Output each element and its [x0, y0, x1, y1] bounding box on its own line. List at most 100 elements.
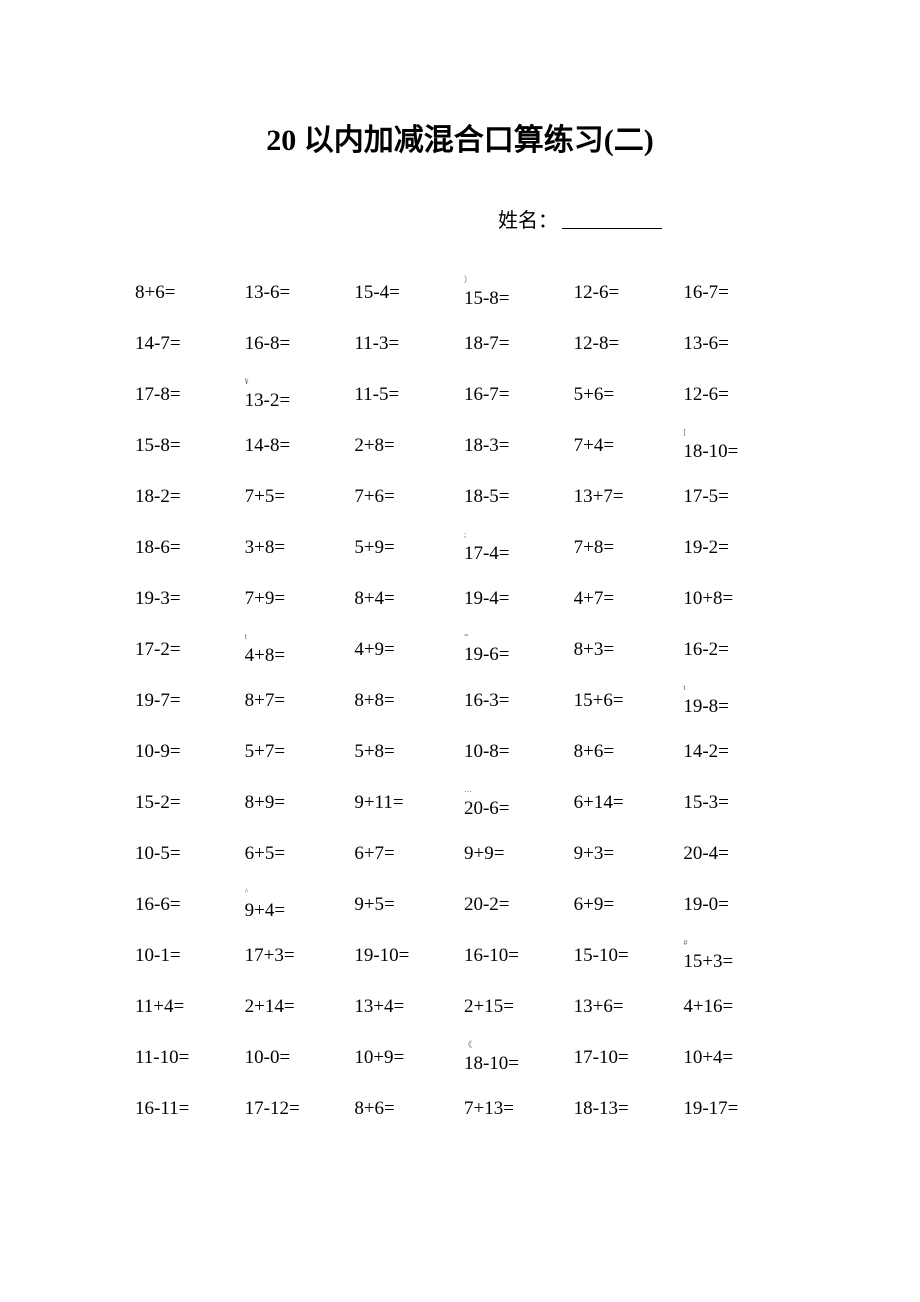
problem-text: 20-6= [464, 796, 510, 823]
problem-text: 10+9= [354, 1045, 404, 1072]
problem-text: 13-6= [683, 331, 729, 358]
problem-cell: 2+14= [245, 982, 347, 1033]
problem-text: 11+4= [135, 994, 184, 1021]
problem-cell: 18-3= [464, 421, 566, 472]
problem-cell: …20-6= [464, 778, 566, 829]
problem-text: 8+9= [245, 790, 285, 817]
problem-cell: 8+6= [574, 727, 676, 778]
problem-cell: 19-17= [683, 1084, 785, 1135]
problem-cell: 2+8= [354, 421, 456, 472]
problem-text: 19-2= [683, 535, 729, 562]
problem-text: 2+15= [464, 994, 514, 1021]
problem-cell: 15-10= [574, 931, 676, 982]
problem-text: 18-10= [464, 1051, 519, 1078]
problem-text: 4+8= [245, 643, 285, 670]
problem-cell: 《 18-10= [464, 1033, 566, 1084]
problem-cell: 9+3= [574, 829, 676, 880]
problem-text: 8+6= [135, 280, 175, 307]
problem-text: 8+3= [574, 637, 614, 664]
problem-text: 14-7= [135, 331, 181, 358]
problem-cell: 9+5= [354, 880, 456, 931]
problem-cell: 18-13= [574, 1084, 676, 1135]
problem-text: 11-3= [354, 331, 399, 358]
problem-cell: 19-10= [354, 931, 456, 982]
cell-mark: ） [464, 276, 472, 284]
problem-cell: =19-6= [464, 625, 566, 676]
problem-text: 8+4= [354, 586, 394, 613]
problem-cell: 5+7= [245, 727, 347, 778]
problem-text: 13-6= [245, 280, 291, 307]
problem-text: 13+7= [574, 484, 624, 511]
problem-cell: 12-6= [683, 370, 785, 421]
problem-text: 15+3= [683, 949, 733, 976]
problem-text: 20-4= [683, 841, 729, 868]
problem-cell: 18-7= [464, 319, 566, 370]
problem-text: 5+7= [245, 739, 285, 766]
problem-text: 9+5= [354, 892, 394, 919]
problem-cell: ¥13-2= [245, 370, 347, 421]
problem-text: 16-10= [464, 943, 519, 970]
problem-cell: 18-2= [135, 472, 237, 523]
problem-cell: 18-6= [135, 523, 237, 574]
problem-cell: 14-8= [245, 421, 347, 472]
problem-cell: 11-10= [135, 1033, 237, 1084]
problem-cell: 13+7= [574, 472, 676, 523]
problem-text: 18-10= [683, 439, 738, 466]
problem-text: 16-8= [245, 331, 291, 358]
problem-text: 17-2= [135, 637, 181, 664]
problem-text: 4+7= [574, 586, 614, 613]
problem-text: 2+8= [354, 433, 394, 460]
problem-text: 15-2= [135, 790, 181, 817]
problem-cell: 4+7= [574, 574, 676, 625]
problem-text: 10+4= [683, 1045, 733, 1072]
name-blank [562, 228, 662, 229]
problem-cell: 16-7= [683, 268, 785, 319]
problem-text: 9+3= [574, 841, 614, 868]
problem-text: 8+8= [354, 688, 394, 715]
problem-cell: 11-3= [354, 319, 456, 370]
problem-cell: 5+9= [354, 523, 456, 574]
problem-text: 18-6= [135, 535, 181, 562]
problem-text: 9+4= [245, 898, 285, 925]
cell-mark: t [245, 633, 247, 641]
problem-text: 15-10= [574, 943, 629, 970]
problem-cell: 8+4= [354, 574, 456, 625]
problem-cell: 8+8= [354, 676, 456, 727]
problem-cell: 15-3= [683, 778, 785, 829]
cell-mark: ; [464, 531, 466, 539]
problem-text: 7+6= [354, 484, 394, 511]
problem-cell: 7+4= [574, 421, 676, 472]
problem-text: 11-5= [354, 382, 399, 409]
problem-text: 7+13= [464, 1096, 514, 1123]
cell-mark: 《 [464, 1041, 472, 1049]
cell-mark: # [683, 939, 687, 947]
problem-text: 10-9= [135, 739, 181, 766]
problem-text: 3+8= [245, 535, 285, 562]
problem-cell: 11-5= [354, 370, 456, 421]
problem-text: 18-2= [135, 484, 181, 511]
problem-text: 19-0= [683, 892, 729, 919]
problem-cell: 12-8= [574, 319, 676, 370]
problem-text: 9+11= [354, 790, 403, 817]
problem-text: 2+14= [245, 994, 295, 1021]
problem-text: 15-8= [464, 286, 510, 313]
problem-cell: 7+9= [245, 574, 347, 625]
problem-text: 17+3= [245, 943, 295, 970]
problem-cell: 7+13= [464, 1084, 566, 1135]
problem-cell: 14-7= [135, 319, 237, 370]
problem-cell: 15-4= [354, 268, 456, 319]
name-label: 姓名： [498, 204, 558, 233]
problem-text: 7+8= [574, 535, 614, 562]
problem-text: 14-2= [683, 739, 729, 766]
problem-text: 6+7= [354, 841, 394, 868]
problem-text: 19-3= [135, 586, 181, 613]
problems-grid: 8+6= 13-6= 15-4= ） 15-8= 12-6= 16-7= 14-7= 16-8=… [135, 268, 785, 1135]
problem-cell: 17-2= [135, 625, 237, 676]
problem-cell: 19-3= [135, 574, 237, 625]
problem-text: 10+8= [683, 586, 733, 613]
problem-text: 5+8= [354, 739, 394, 766]
problem-cell: 16-11= [135, 1084, 237, 1135]
problem-cell: 6+7= [354, 829, 456, 880]
problem-cell: t 4+8= [245, 625, 347, 676]
problem-text: 17-10= [574, 1045, 629, 1072]
